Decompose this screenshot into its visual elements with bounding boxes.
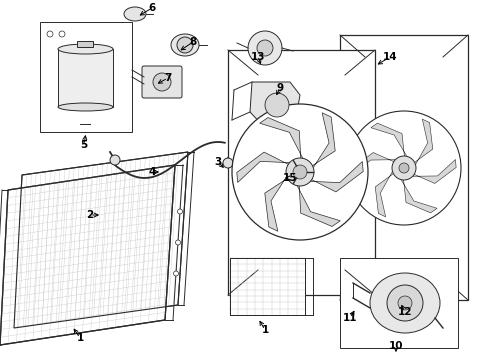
Text: 9: 9 (276, 83, 284, 93)
Polygon shape (410, 159, 456, 184)
Circle shape (177, 209, 182, 214)
Polygon shape (265, 171, 291, 231)
Circle shape (110, 155, 120, 165)
Text: 12: 12 (398, 307, 412, 317)
Bar (230, 258, 305, 315)
Bar (340, 258, 458, 348)
Circle shape (286, 158, 314, 186)
Polygon shape (237, 152, 295, 183)
Text: 6: 6 (148, 3, 156, 13)
Circle shape (173, 271, 178, 276)
Circle shape (223, 158, 233, 168)
Text: 15: 15 (283, 173, 297, 183)
Text: 1: 1 (261, 325, 269, 335)
Ellipse shape (124, 7, 146, 21)
Polygon shape (413, 119, 433, 167)
Circle shape (177, 37, 193, 53)
Circle shape (153, 73, 171, 91)
Polygon shape (294, 180, 340, 226)
FancyBboxPatch shape (142, 66, 182, 98)
Polygon shape (399, 177, 437, 213)
Bar (77, 41, 93, 47)
Circle shape (232, 104, 368, 240)
Text: 11: 11 (343, 313, 357, 323)
Circle shape (175, 240, 180, 245)
Circle shape (399, 163, 409, 173)
Circle shape (347, 111, 461, 225)
Bar (340, 35, 468, 300)
Ellipse shape (171, 34, 199, 56)
Polygon shape (375, 168, 395, 217)
Polygon shape (250, 82, 300, 130)
Ellipse shape (58, 103, 113, 111)
Circle shape (47, 31, 53, 37)
Circle shape (59, 31, 65, 37)
Text: 13: 13 (251, 52, 265, 62)
Text: 5: 5 (80, 140, 88, 150)
Circle shape (392, 156, 416, 180)
Circle shape (248, 31, 282, 65)
Polygon shape (260, 117, 306, 164)
Polygon shape (371, 123, 409, 159)
Text: 4: 4 (148, 167, 156, 177)
Text: 8: 8 (189, 37, 196, 47)
Text: 7: 7 (164, 73, 171, 83)
Bar (230, 258, 305, 315)
Circle shape (257, 40, 273, 56)
Circle shape (265, 93, 289, 117)
Text: 14: 14 (383, 52, 397, 62)
Polygon shape (14, 152, 188, 328)
Bar (58, 49, 113, 107)
Bar (228, 50, 375, 295)
Polygon shape (352, 153, 398, 176)
Text: 1: 1 (76, 333, 84, 343)
Polygon shape (304, 162, 363, 192)
Text: 3: 3 (215, 157, 221, 167)
Circle shape (387, 285, 423, 321)
Text: 10: 10 (389, 341, 403, 351)
Circle shape (398, 296, 412, 310)
Ellipse shape (370, 273, 440, 333)
Ellipse shape (58, 44, 113, 54)
Polygon shape (0, 165, 175, 345)
Bar (40, 22, 132, 132)
Polygon shape (309, 113, 335, 173)
Circle shape (293, 165, 307, 179)
Text: 2: 2 (86, 210, 94, 220)
